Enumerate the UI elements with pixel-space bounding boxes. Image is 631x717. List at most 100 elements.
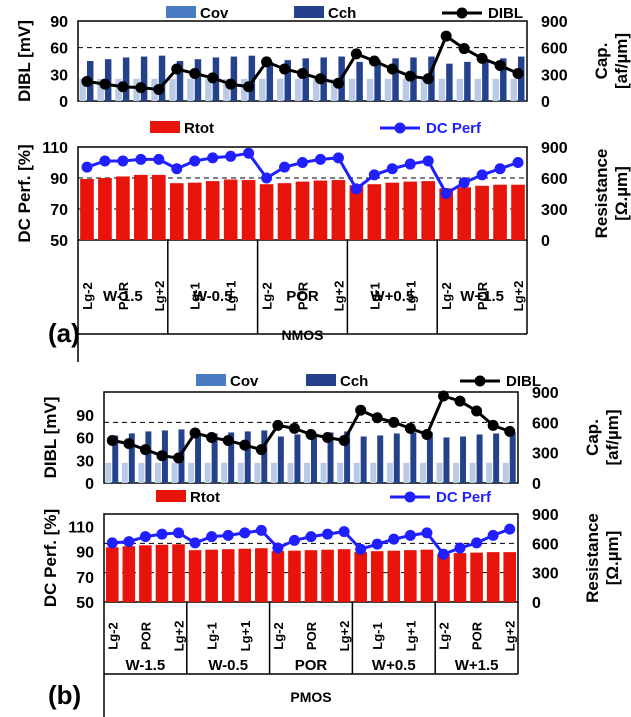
a-top-cov-bar	[294, 78, 302, 101]
b-bottom-dcperf-point	[421, 527, 433, 539]
b-bottom-legend-rtot-swatch	[156, 490, 186, 502]
a-bottom-dcperf-point	[117, 155, 129, 167]
b-top-dibl-point	[173, 452, 185, 464]
b-top-cch-bar	[360, 436, 367, 483]
b-bottom-dcperf-point	[454, 542, 466, 554]
b-bottom-rtot-bar	[155, 544, 169, 602]
b-top-dibl-point	[404, 422, 416, 434]
b-bottom-category-tick: POR	[138, 621, 153, 650]
a-top-dibl-point	[135, 82, 147, 94]
panel-b-label: (b)	[48, 680, 81, 710]
b-bottom-group-label: POR	[295, 657, 328, 674]
b-bottom-dcperf-point	[504, 523, 516, 535]
a-bottom-rtot-bar	[223, 179, 238, 240]
b-bottom-y-tick: 110	[68, 519, 94, 536]
a-top-dibl-point	[332, 77, 344, 89]
a-bottom-dcperf-point	[207, 152, 219, 164]
b-bottom-dcperf-point	[338, 526, 350, 538]
b-bottom-dcperf-point	[437, 548, 449, 560]
b-top-cov-bar	[188, 462, 195, 483]
a-top-legend-dibl-marker	[456, 7, 468, 19]
b-top-dibl-point	[437, 390, 449, 402]
a-bottom-rtot-bar	[349, 185, 364, 240]
a-top-dibl-point	[404, 70, 416, 82]
b-top-y2label-line1: Cap.	[583, 419, 602, 456]
b-bottom-dcperf-point	[239, 527, 251, 539]
a-top-legend-cov: Cov	[200, 5, 229, 22]
b-top-y2-tick: 300	[532, 446, 559, 463]
a-bottom-dcperf-point	[171, 163, 183, 175]
b-top-dibl-point	[139, 444, 151, 456]
a-top-dibl-point	[207, 72, 219, 84]
b-top-dibl-point	[123, 438, 135, 450]
b-bottom-dcperf-point	[305, 531, 317, 543]
b-bottom-rtot-bar	[337, 549, 351, 602]
a-bottom-dcperf-point	[332, 152, 344, 164]
b-top-dibl-point	[239, 439, 251, 451]
a-top-cov-bar	[474, 78, 482, 101]
a-bottom-dcperf-point	[243, 147, 255, 159]
b-bottom-dcperf-point	[139, 531, 151, 543]
b-top-legend-cov: Cov	[230, 373, 259, 390]
a-bottom-category-tick: Lg+2	[152, 281, 167, 312]
a-top-cov-bar	[312, 78, 320, 101]
b-bottom-y2-tick: 600	[532, 536, 559, 553]
b-bottom-category-tick: Lg+2	[337, 621, 352, 652]
a-bottom-rtot-bar	[241, 180, 256, 240]
b-bottom-category-tick: Lg-1	[205, 622, 220, 649]
a-top-dibl-point	[99, 78, 111, 90]
a-top-dibl-point	[171, 63, 183, 75]
a-top-dibl-point	[386, 63, 398, 75]
a-bottom-dcperf-point	[404, 158, 416, 170]
a-top-ylabel: DIBL [mV]	[15, 20, 34, 102]
a-top-dibl-point	[422, 73, 434, 85]
a-bottom-legend-rtot-swatch	[150, 121, 180, 133]
b-top-cov-bar	[121, 462, 128, 483]
b-top-dibl-point	[355, 404, 367, 416]
a-bottom-rtot-bar	[367, 184, 382, 240]
a-top-dibl-point	[314, 73, 326, 85]
b-bottom-legend-dcperf: DC Perf	[436, 489, 492, 506]
b-bottom-rtot-bar	[105, 547, 119, 602]
b-top-cch-bar	[443, 437, 450, 483]
a-top-legend-dibl: DIBL	[488, 5, 523, 22]
b-top-cov-bar	[486, 462, 493, 483]
b-top-dibl-point	[288, 422, 300, 434]
a-top-dibl-point	[261, 56, 273, 68]
a-top-cov-bar	[330, 78, 338, 101]
a-bottom-group-label: W-1.5	[103, 288, 143, 305]
a-top-legend-cch: Cch	[328, 5, 356, 22]
b-top-cch-bar	[195, 435, 202, 483]
b-bottom-rtot-bar	[437, 554, 450, 602]
a-top-cov-bar	[276, 78, 284, 101]
b-top-cch-bar	[493, 433, 500, 483]
b-bottom-rtot-bar	[404, 550, 417, 602]
b-bottom-y-tick: 90	[76, 545, 94, 562]
b-top-cov-bar	[171, 462, 178, 483]
a-top-dibl-point	[243, 81, 255, 93]
b-bottom-group-label: W+0.5	[372, 657, 416, 674]
a-top-cch-bar	[302, 58, 309, 101]
a-bottom-category-tick: Lg-2	[260, 282, 275, 309]
a-bottom-category-tick: POR	[475, 281, 490, 310]
a-bottom-rtot-bar	[98, 178, 112, 240]
a-bottom-dcperf-point	[494, 163, 506, 175]
b-bottom-category-tick: Lg+2	[503, 621, 518, 652]
b-top-legend-cov-swatch	[196, 374, 226, 386]
b-bottom-dcperf-point	[123, 536, 135, 548]
a-top-cch-bar	[122, 57, 130, 101]
a-bottom-y2-tick: 900	[541, 140, 568, 157]
b-bottom-dcperf-point	[206, 531, 218, 543]
a-bottom-rtot-bar	[331, 180, 346, 240]
a-top-y-tick: 60	[50, 41, 68, 58]
a-bottom-ylabel: DC Perf. [%]	[15, 144, 34, 242]
a-bottom-dcperf-point	[189, 155, 201, 167]
a-top-y-tick: 30	[50, 67, 68, 84]
b-top-dibl-point	[189, 427, 201, 439]
a-top-y2-tick: 0	[541, 94, 550, 111]
b-top-cov-bar	[221, 462, 228, 483]
b-top-dibl-point	[371, 412, 383, 424]
b-bottom-category-tick: Lg-2	[271, 622, 286, 649]
a-top-cov-bar	[492, 78, 499, 101]
b-top-legend-dibl: DIBL	[506, 373, 541, 390]
